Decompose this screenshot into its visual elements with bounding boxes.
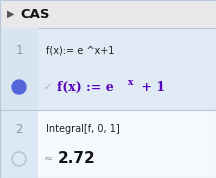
Text: 2: 2: [15, 122, 23, 135]
Circle shape: [12, 80, 26, 94]
Text: ✓: ✓: [44, 82, 52, 92]
Text: 2.72: 2.72: [58, 151, 96, 166]
Text: Integral[f, 0, 1]: Integral[f, 0, 1]: [46, 124, 120, 134]
Bar: [0, 110, 38, 178]
Text: ≈: ≈: [44, 154, 53, 164]
Text: x: x: [128, 78, 133, 87]
Bar: [0, 28, 216, 110]
Bar: [0, 110, 216, 178]
Text: + 1: + 1: [137, 80, 165, 94]
Bar: [0, 0, 216, 28]
Text: f(x) := e: f(x) := e: [57, 80, 114, 94]
Text: f(x):= e ^x+1: f(x):= e ^x+1: [46, 46, 114, 56]
Bar: [0, 28, 38, 110]
Text: 1: 1: [15, 44, 23, 57]
Text: CAS: CAS: [20, 7, 49, 20]
Text: ▶: ▶: [7, 9, 14, 19]
